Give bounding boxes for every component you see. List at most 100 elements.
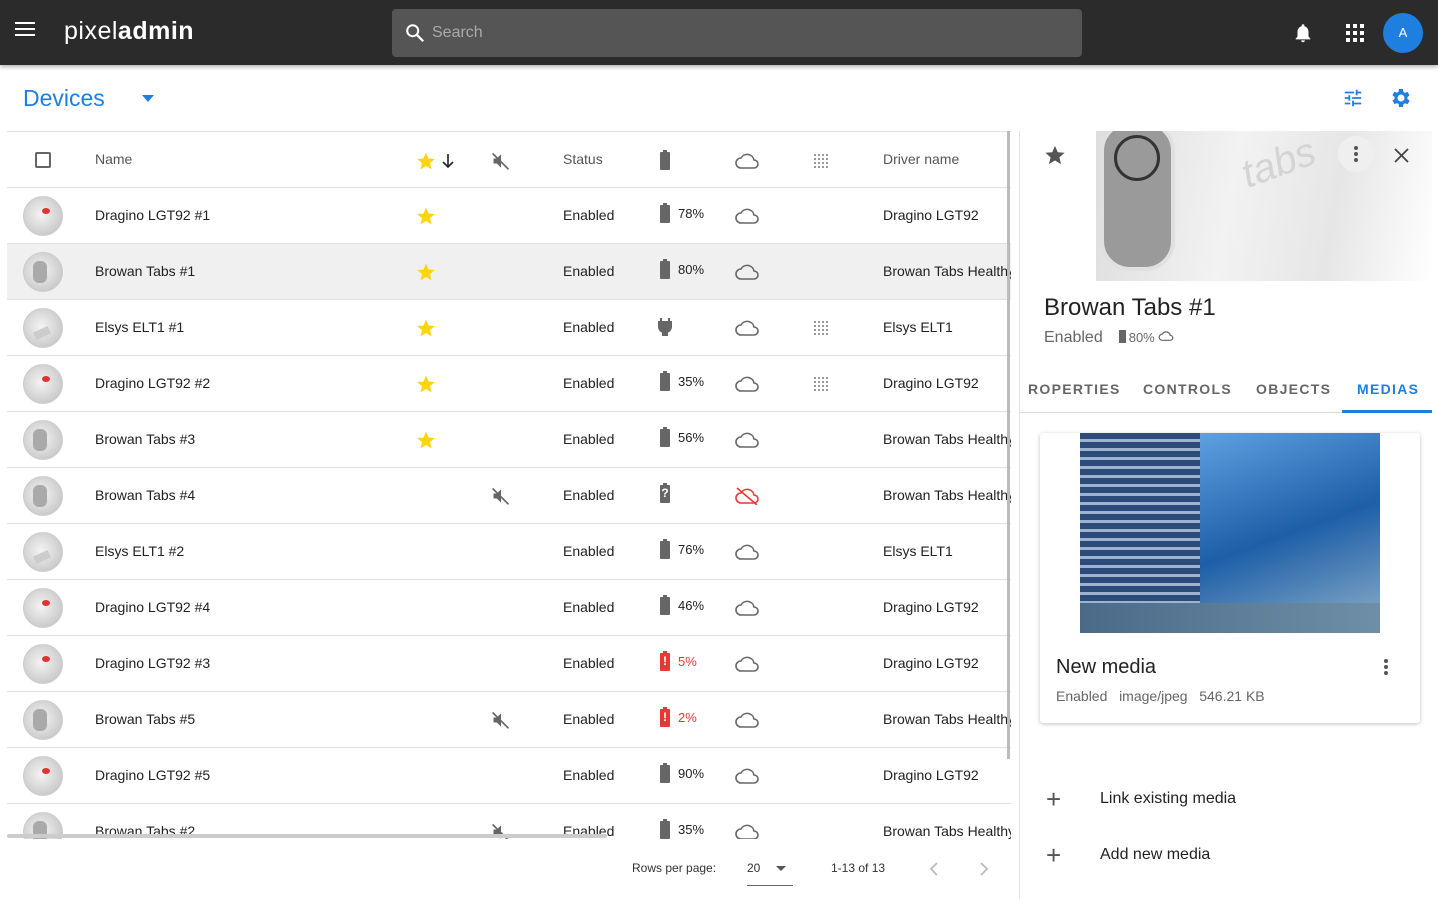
cloud-icon bbox=[735, 376, 759, 392]
search-bar bbox=[392, 9, 1082, 57]
cloud-icon bbox=[735, 264, 759, 280]
tab-medias[interactable]: MEDIAS bbox=[1357, 381, 1420, 397]
apps-grid-icon[interactable] bbox=[1346, 24, 1364, 42]
battery-header-icon[interactable] bbox=[660, 150, 670, 170]
filter-tune-icon[interactable] bbox=[1342, 87, 1364, 109]
cloud-header-icon[interactable] bbox=[734, 152, 760, 170]
close-icon[interactable] bbox=[1394, 148, 1409, 163]
link-existing-media-label: Link existing media bbox=[1100, 790, 1237, 807]
table-row[interactable]: Dragino LGT92 #3 Enabled 5% Dragino LGT9… bbox=[7, 636, 1011, 692]
device-status: Enabled bbox=[563, 543, 615, 559]
battery-level: 46% bbox=[678, 598, 705, 613]
device-status: Enabled bbox=[563, 207, 615, 223]
battery-level: 2% bbox=[678, 710, 697, 725]
media-size: 546.21 KB bbox=[1199, 688, 1265, 704]
driver-name: Dragino LGT92 bbox=[883, 207, 979, 223]
star-icon[interactable] bbox=[416, 318, 436, 338]
avatar[interactable]: A bbox=[1383, 13, 1423, 53]
vertical-scrollbar[interactable] bbox=[1007, 131, 1010, 759]
link-existing-media-button[interactable]: + Link existing media bbox=[1020, 774, 1432, 824]
device-name: Dragino LGT92 #5 bbox=[95, 767, 211, 783]
chevron-down-icon[interactable] bbox=[142, 95, 154, 102]
rows-per-page-select[interactable]: 20 bbox=[747, 861, 793, 886]
media-more-icon[interactable] bbox=[1384, 659, 1388, 675]
grid-dots-icon bbox=[814, 321, 828, 335]
battery-level: 90% bbox=[678, 766, 705, 781]
prev-page-icon[interactable] bbox=[929, 861, 939, 877]
star-icon[interactable] bbox=[1044, 144, 1066, 166]
grid-dots-header-icon[interactable] bbox=[813, 153, 829, 169]
gear-icon[interactable] bbox=[1389, 86, 1413, 110]
table-row[interactable]: Browan Tabs #5 Enabled 2% Browan Tabs He… bbox=[7, 692, 1011, 748]
table-row[interactable]: Dragino LGT92 #1 Enabled 78% Dragino LGT… bbox=[7, 188, 1011, 244]
table-row[interactable]: Dragino LGT92 #2 Enabled 35% Dragino LGT… bbox=[7, 356, 1011, 412]
next-page-icon[interactable] bbox=[979, 861, 989, 877]
bell-icon[interactable] bbox=[1292, 21, 1314, 45]
device-thumbnail bbox=[23, 420, 63, 460]
header-name[interactable]: Name bbox=[95, 151, 133, 167]
media-thumbnail[interactable] bbox=[1080, 433, 1380, 633]
media-mime: image/jpeg bbox=[1119, 688, 1188, 704]
page-title[interactable]: Devices bbox=[23, 85, 105, 111]
grid-dots-icon bbox=[814, 377, 828, 391]
tab-properties[interactable]: ROPERTIES bbox=[1028, 381, 1121, 397]
star-icon[interactable] bbox=[416, 262, 436, 282]
select-all-checkbox[interactable] bbox=[35, 152, 51, 168]
cloud-icon bbox=[735, 656, 759, 672]
top-bar: pixeladmin A bbox=[0, 0, 1438, 65]
star-sort-icon[interactable] bbox=[416, 151, 436, 171]
table-row[interactable]: Dragino LGT92 #5 Enabled 90% Dragino LGT… bbox=[7, 748, 1011, 804]
battery-level: 78% bbox=[678, 206, 705, 221]
battery-level: 80% bbox=[678, 262, 705, 277]
device-status: Enabled bbox=[563, 431, 615, 447]
star-icon[interactable] bbox=[416, 430, 436, 450]
table-row[interactable]: Elsys ELT1 #1 Enabled Elsys ELT1 bbox=[7, 300, 1011, 356]
star-icon[interactable] bbox=[416, 206, 436, 226]
header-driver[interactable]: Driver name bbox=[883, 151, 960, 167]
battery-icon bbox=[660, 707, 670, 727]
menu-icon[interactable] bbox=[15, 22, 35, 36]
cloud-icon bbox=[735, 544, 759, 560]
device-status: Enabled bbox=[563, 487, 615, 503]
tab-controls[interactable]: CONTROLS bbox=[1143, 381, 1232, 397]
driver-name: Dragino LGT92 bbox=[883, 375, 979, 391]
battery-icon bbox=[1118, 330, 1126, 343]
arrow-down-icon[interactable] bbox=[441, 153, 455, 169]
header-status[interactable]: Status bbox=[563, 151, 603, 167]
mute-icon[interactable] bbox=[490, 151, 512, 171]
cloud-icon bbox=[735, 600, 759, 616]
table-row[interactable]: Browan Tabs #3 Enabled 56% Browan Tabs H… bbox=[7, 412, 1011, 468]
table-row[interactable]: Elsys ELT1 #2 Enabled 76% Elsys ELT1 bbox=[7, 524, 1011, 580]
device-thumbnail bbox=[23, 252, 63, 292]
logo-light: pixel bbox=[64, 17, 118, 45]
device-status: Enabled bbox=[563, 375, 615, 391]
more-options-button[interactable] bbox=[1338, 136, 1374, 172]
table-row[interactable]: Dragino LGT92 #4 Enabled 46% Dragino LGT… bbox=[7, 580, 1011, 636]
cloud-off-icon bbox=[735, 487, 759, 505]
add-new-media-button[interactable]: + Add new media bbox=[1020, 830, 1432, 880]
driver-name: Dragino LGT92 bbox=[883, 767, 979, 783]
battery-icon bbox=[660, 259, 670, 279]
search-input[interactable] bbox=[430, 9, 1070, 57]
cloud-icon bbox=[735, 320, 759, 336]
more-vert-icon bbox=[1354, 146, 1358, 162]
tab-objects[interactable]: OBJECTS bbox=[1256, 381, 1332, 397]
battery-icon bbox=[660, 819, 670, 839]
horizontal-scrollbar[interactable] bbox=[7, 834, 607, 838]
table-row[interactable]: Browan Tabs #1 Enabled 80% Browan Tabs H… bbox=[7, 244, 1011, 300]
rows-per-page-value: 20 bbox=[747, 861, 761, 875]
device-name: Dragino LGT92 #3 bbox=[95, 655, 211, 671]
device-thumbnail bbox=[23, 756, 63, 796]
driver-name: Browan Tabs Healthy bbox=[883, 711, 1011, 727]
device-thumbnail bbox=[23, 644, 63, 684]
star-icon[interactable] bbox=[416, 374, 436, 394]
logo[interactable]: pixeladmin bbox=[64, 17, 194, 46]
plug-icon bbox=[658, 318, 672, 336]
device-thumbnail bbox=[23, 308, 63, 348]
cloud-icon bbox=[735, 208, 759, 224]
cloud-icon bbox=[735, 432, 759, 448]
media-card[interactable]: New media Enabled image/jpeg 546.21 KB bbox=[1040, 433, 1420, 723]
device-name: Dragino LGT92 #4 bbox=[95, 599, 211, 615]
table-row[interactable]: Browan Tabs #4 Enabled Browan Tabs Healt… bbox=[7, 468, 1011, 524]
mute-icon bbox=[492, 487, 510, 505]
